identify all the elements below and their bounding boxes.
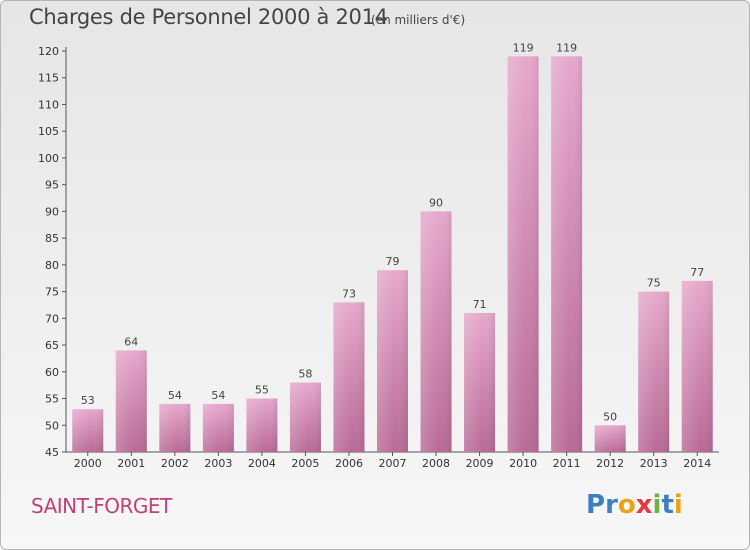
bar-shade xyxy=(507,56,539,452)
brand-letter: t xyxy=(661,490,674,520)
x-tick-label: 2013 xyxy=(640,457,668,470)
bar-shade xyxy=(289,382,321,452)
bar-shade xyxy=(202,403,234,452)
chart-subtitle: (en milliers d'€) xyxy=(371,13,466,27)
bar-shade xyxy=(464,312,496,452)
y-tick-label: 95 xyxy=(45,179,59,192)
data-label: 119 xyxy=(513,41,534,54)
data-label: 64 xyxy=(124,335,138,348)
y-tick-label: 55 xyxy=(45,393,59,406)
y-tick-label: 85 xyxy=(45,232,59,245)
data-label: 54 xyxy=(168,389,182,402)
data-label: 79 xyxy=(386,255,400,268)
data-label: 50 xyxy=(603,410,617,423)
x-tick-label: 2011 xyxy=(553,457,581,470)
brand-letter: i xyxy=(673,490,683,520)
x-tick-label: 2007 xyxy=(379,457,407,470)
chart-title: Charges de Personnel 2000 à 2014 xyxy=(29,5,388,29)
bar-shade xyxy=(594,425,626,452)
bar-shade xyxy=(246,398,278,452)
y-tick-label: 45 xyxy=(45,446,59,459)
bar-shade xyxy=(377,270,408,452)
data-label: 71 xyxy=(473,298,487,311)
bar-shade xyxy=(159,403,191,452)
bar-shade xyxy=(72,409,104,452)
x-tick-label: 2006 xyxy=(335,457,363,470)
brand-letter: P xyxy=(586,490,606,520)
data-label: 54 xyxy=(211,389,225,402)
data-label: 53 xyxy=(81,394,95,407)
x-tick-label: 2014 xyxy=(683,457,711,470)
bar-shade xyxy=(638,291,670,452)
x-tick-label: 2003 xyxy=(204,457,232,470)
y-tick-label: 115 xyxy=(38,72,59,85)
x-tick-label: 2004 xyxy=(248,457,276,470)
x-tick-label: 2001 xyxy=(117,457,145,470)
brand-letter: o xyxy=(617,490,636,520)
bar-shade xyxy=(333,302,365,452)
bar-shade xyxy=(551,56,583,452)
x-tick-label: 2010 xyxy=(509,457,537,470)
y-tick-label: 100 xyxy=(38,152,59,165)
y-tick-label: 105 xyxy=(38,125,59,138)
y-tick-label: 65 xyxy=(45,339,59,352)
bar-shade xyxy=(115,350,147,452)
data-label: 119 xyxy=(556,41,577,54)
x-tick-label: 2008 xyxy=(422,457,450,470)
x-tick-label: 2009 xyxy=(466,457,494,470)
y-tick-label: 60 xyxy=(45,366,59,379)
y-tick-label: 75 xyxy=(45,286,59,299)
brand-letter: r xyxy=(605,490,618,520)
y-tick-label: 110 xyxy=(38,98,59,111)
y-tick-label: 90 xyxy=(45,205,59,218)
x-tick-label: 2012 xyxy=(596,457,624,470)
x-tick-label: 2000 xyxy=(74,457,102,470)
y-tick-label: 50 xyxy=(45,419,59,432)
proxiti-logo[interactable]: Proxiti xyxy=(586,490,683,520)
bar-shade xyxy=(681,280,713,452)
y-tick-label: 80 xyxy=(45,259,59,272)
data-label: 73 xyxy=(342,287,356,300)
data-label: 55 xyxy=(255,384,269,397)
data-label: 75 xyxy=(647,277,661,290)
y-tick-label: 70 xyxy=(45,312,59,325)
x-tick-label: 2002 xyxy=(161,457,189,470)
x-tick-label: 2005 xyxy=(291,457,319,470)
data-label: 58 xyxy=(298,367,312,380)
data-label: 77 xyxy=(690,266,704,279)
brand-letter: x xyxy=(635,490,653,520)
y-tick-label: 120 xyxy=(38,45,59,58)
commune-name: SAINT-FORGET xyxy=(31,494,172,518)
brand-letter: i xyxy=(652,490,662,520)
data-label: 90 xyxy=(429,196,443,209)
bar-shade xyxy=(420,211,452,452)
